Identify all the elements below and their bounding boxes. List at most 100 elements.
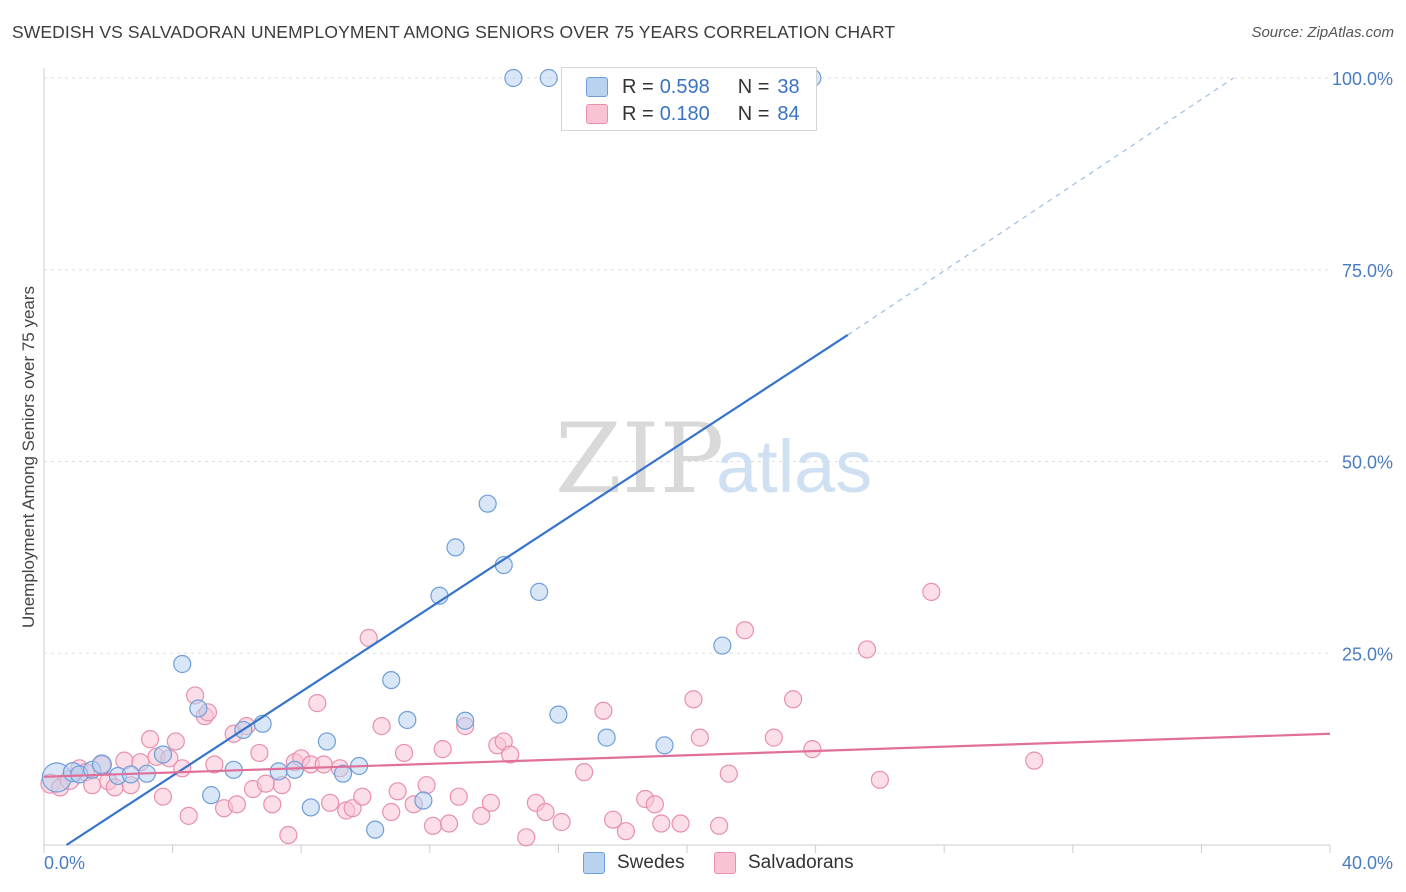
salvadoran-point (616, 822, 636, 841)
swede-point (539, 68, 558, 88)
r-label: R = (622, 75, 654, 98)
legend-row-swedes: R = 0.598 N = 38 (586, 74, 800, 100)
r-label: R = (622, 102, 654, 125)
watermark-atlas: atlas (716, 425, 872, 508)
r-value: 0.598 (659, 75, 710, 98)
swede-point (504, 68, 523, 88)
legend-label-swedes: Swedes (617, 852, 685, 873)
salvadoran-point (250, 743, 269, 763)
salvadoran-point (256, 774, 275, 793)
legend-row-salvadorans: R = 0.180 N = 84 (586, 101, 800, 127)
salvadoran-point (423, 816, 443, 835)
salvadoran-point (382, 802, 401, 822)
swede-point (530, 582, 549, 601)
salvadoran-point (684, 690, 703, 709)
legend-item-salvadorans: Salvadorans (714, 852, 854, 874)
watermark: ZIP atlas (555, 403, 872, 515)
swedes-legend-swatch (583, 852, 605, 874)
swede-point (285, 760, 304, 779)
swede-point (317, 732, 337, 751)
y-tick-label: 100.0% (1332, 69, 1393, 89)
y-axis-label: Unemployment Among Seniors over 75 years (19, 286, 38, 628)
salvadoran-point (922, 582, 941, 601)
n-value: 38 (777, 75, 800, 98)
salvadoran-point (227, 795, 246, 814)
y-tick-label: 50.0% (1342, 453, 1393, 473)
salvadoran-point (205, 755, 224, 774)
swede-point (189, 699, 208, 718)
salvadoran-point (140, 730, 160, 749)
swede-point (153, 745, 173, 764)
swede-point (382, 670, 401, 690)
salvadoran-point (735, 621, 754, 640)
y-tick-label: 75.0% (1342, 261, 1393, 281)
salvadoran-point (308, 694, 327, 713)
swede-point (91, 754, 112, 775)
salvadoran-point (439, 814, 459, 833)
salvadoran-point (472, 806, 491, 825)
legend-item-swedes: Swedes (583, 852, 685, 874)
series-legend: Swedes Salvadorans (0, 852, 1406, 878)
n-label: N = (737, 102, 770, 125)
swede-point (713, 636, 732, 655)
r-value: 0.180 (659, 102, 710, 125)
salvadoran-point (710, 816, 729, 835)
salvadoran-point (433, 740, 452, 759)
salvadoran-point (671, 814, 690, 833)
salvadoran-point (783, 690, 803, 709)
y-tick-label: 25.0% (1342, 644, 1393, 664)
salvadoran-point (764, 728, 783, 747)
tick-labels: 25.0% 50.0% 75.0% 100.0% 0.0% 40.0% (44, 69, 1393, 873)
salvadoran-point (652, 814, 671, 833)
salvadoran-point (321, 793, 340, 812)
swede-point (414, 791, 433, 810)
stats-legend: R = 0.598 N = 38 R = 0.180 N = 84 (561, 67, 817, 131)
salvadoran-point (594, 701, 613, 720)
salvadoran-point (153, 787, 173, 806)
salvadoran-point (263, 795, 282, 814)
swede-point (366, 820, 385, 839)
salvadoran-point (279, 825, 298, 845)
swedes-trend-line (65, 334, 849, 846)
salvadoran-point (449, 787, 468, 806)
swede-point (202, 786, 221, 805)
swede-point (655, 736, 674, 755)
swedes-swatch (586, 77, 608, 97)
chart-title: SWEDISH VS SALVADORAN UNEMPLOYMENT AMONG… (12, 22, 896, 42)
salvadoran-point (603, 810, 623, 829)
n-label: N = (737, 75, 770, 98)
salvadoran-point (536, 802, 555, 822)
salvadorans-swatch (586, 104, 608, 124)
salvadoran-point (552, 812, 571, 832)
trend-lines (43, 77, 1331, 846)
n-value: 84 (777, 102, 800, 125)
salvadoran-point (481, 793, 500, 812)
swede-point (446, 538, 465, 557)
swede-point (301, 798, 320, 817)
salvadoran-point (1025, 751, 1044, 770)
salvadoran-point (179, 806, 198, 825)
swede-point (549, 705, 568, 724)
swede-point (398, 710, 417, 730)
swedes-trend-extension (847, 77, 1234, 336)
x-tick-label: 0.0% (44, 853, 85, 873)
salvadorans-trend-line (43, 732, 1331, 778)
salvadoran-point (394, 743, 414, 763)
swede-point (597, 728, 616, 747)
salvadoran-point (353, 787, 372, 806)
axes (43, 68, 1331, 853)
swede-point (269, 762, 288, 781)
salvadoran-point (719, 764, 738, 783)
salvadoran-point (857, 640, 877, 659)
salvadoran-point (314, 755, 333, 774)
salvadorans-points (40, 582, 1044, 847)
salvadoran-point (372, 717, 391, 736)
salvadoran-point (690, 728, 709, 747)
salvadoran-point (501, 745, 520, 764)
watermark-zip: ZIP (555, 403, 724, 515)
source-label: Source: ZipAtlas.com (1251, 24, 1394, 41)
salvadoran-point (388, 782, 407, 801)
salvadoran-point (517, 828, 536, 847)
x-tick-label: 40.0% (1342, 853, 1393, 873)
